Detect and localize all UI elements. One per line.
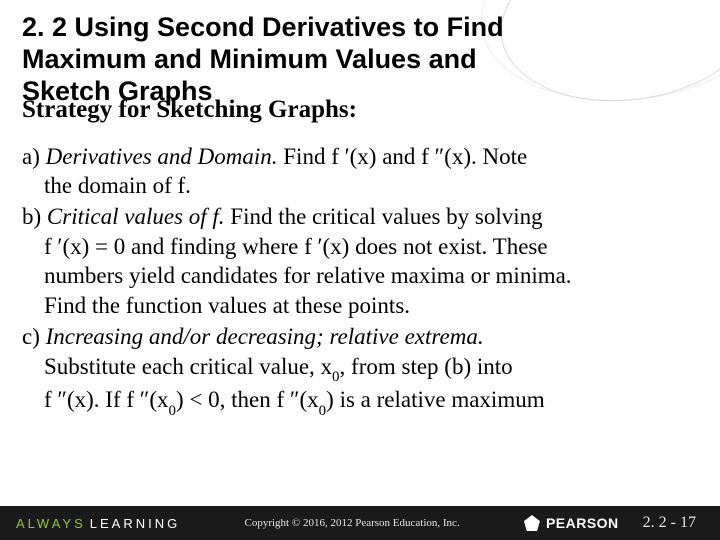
slide-subtitle: Strategy for Sketching Graphs: xyxy=(22,96,698,124)
item-a-em: Derivatives and Domain. xyxy=(46,144,278,169)
title-line-1: 2. 2 Using Second Derivatives to Find xyxy=(22,12,504,42)
item-b-lead: b) xyxy=(22,204,47,229)
item-b-line4: Find the function values at these points… xyxy=(44,293,410,318)
item-b-rest1: Find the critical values by solving xyxy=(225,204,543,229)
title-line-2: Maximum and Minimum Values and xyxy=(22,44,477,74)
item-a-rest1: Find f ′(x) and f ″(x). Note xyxy=(278,144,528,169)
item-c-line2b: , from step (b) into xyxy=(340,354,513,379)
subscript-0a: 0 xyxy=(332,369,340,385)
pearson-wordmark: PEARSON xyxy=(546,515,619,531)
item-c-line2a: Substitute each critical value, x xyxy=(44,354,332,379)
item-c-em: Increasing and/or decreasing; relative e… xyxy=(46,324,484,349)
body-text: a) Derivatives and Domain. Find f ′(x) a… xyxy=(22,142,698,420)
item-a-rest2: the domain of f. xyxy=(44,173,191,198)
item-c-line3b: ) < 0, then f ″(x xyxy=(176,387,319,412)
tagline-learning: LEARNING xyxy=(90,516,180,531)
footer-bar: ALWAYS LEARNING Copyright © 2016, 2012 P… xyxy=(0,506,720,540)
page-number: 2. 2 - 17 xyxy=(625,514,706,532)
item-a-lead: a) xyxy=(22,144,46,169)
item-b-em: Critical values of f. xyxy=(47,204,225,229)
item-c-line3c: ) is a relative maximum xyxy=(326,387,544,412)
slide-content: 2. 2 Using Second Derivatives to Find Ma… xyxy=(0,0,720,419)
slide-title: 2. 2 Using Second Derivatives to Find Ma… xyxy=(22,12,698,108)
item-c: c) Increasing and/or decreasing; relativ… xyxy=(22,322,698,419)
copyright-text: Copyright © 2016, 2012 Pearson Education… xyxy=(180,517,524,529)
item-b: b) Critical values of f. Find the critic… xyxy=(22,202,698,320)
item-c-line3a: f ″(x). If f ″(x xyxy=(44,387,169,412)
brand-block: PEARSON 2. 2 - 17 xyxy=(524,514,720,532)
item-b-line2: f ′(x) = 0 and finding where f ′(x) does… xyxy=(44,234,548,259)
subscript-0b: 0 xyxy=(169,403,177,419)
item-c-lead: c) xyxy=(22,324,46,349)
item-b-line3: numbers yield candidates for relative ma… xyxy=(44,263,572,288)
pearson-logo-icon xyxy=(524,515,540,531)
footer-tagline: ALWAYS LEARNING xyxy=(0,516,180,531)
item-a: a) Derivatives and Domain. Find f ′(x) a… xyxy=(22,142,698,201)
tagline-always: ALWAYS xyxy=(16,516,86,531)
subscript-0c: 0 xyxy=(319,403,327,419)
